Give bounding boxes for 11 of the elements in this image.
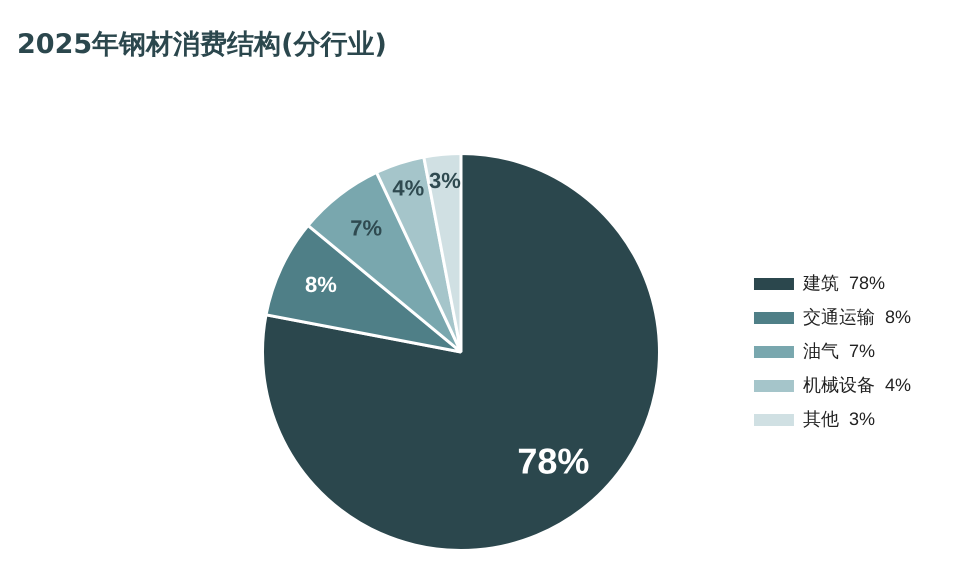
data-label: 8% [305,272,337,298]
legend-label: 油气 7% [802,340,876,361]
legend-label: 其他 3% [802,408,876,429]
legend-label: 建筑 78% [802,272,886,293]
data-label: 4% [392,176,424,201]
chart-title: 2025年钢材消费结构(分行业) [17,28,387,62]
data-label: 7% [350,216,382,241]
legend-label: 机械设备 4% [802,374,912,395]
data-label: 3% [429,168,461,194]
legend-label: 交通运输 8% [802,306,912,327]
data-label: 78% [517,440,590,482]
